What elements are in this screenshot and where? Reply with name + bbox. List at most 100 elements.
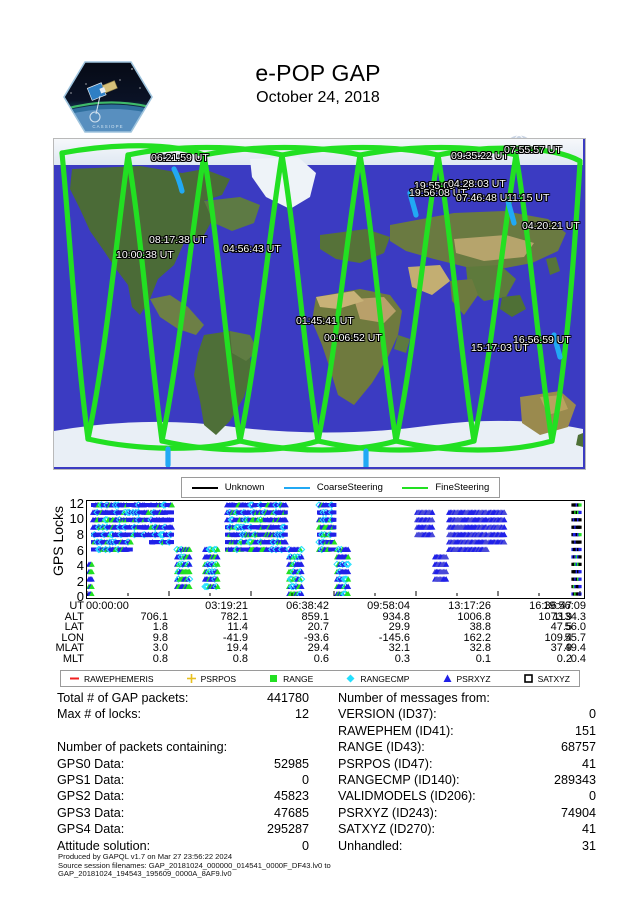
map-track-label: 11:15 UT (507, 192, 550, 204)
map-track-label: 00:06:52 UT (324, 332, 382, 344)
legend-item-rangecmp: RANGECMP (346, 674, 409, 684)
legend-label-finesteering: FineSteering (435, 482, 490, 493)
legend-label-psrxyz: PSRXYZ (456, 673, 491, 684)
map-track-label: 16:56:59 UT (513, 334, 571, 346)
stat-value: 31 (581, 838, 596, 853)
row-label-mlt: MLT (62, 652, 84, 665)
cell-alt-5: 1073.9 (538, 610, 572, 623)
map-track-label: 19:56:08 UT (409, 187, 467, 199)
y-tick-0: 0 (76, 589, 84, 604)
cell-lon-0: 9.8 (152, 631, 168, 644)
square-open-marker-icon (523, 674, 533, 683)
stat-row-validmodels: VALIDMODELS (ID206): 0 (338, 788, 596, 804)
map-track-label: 08:17:38 UT (149, 234, 207, 246)
legend-label-rawephemeris: RAWEPHEMERIS (84, 673, 154, 684)
y-tick-4: 4 (76, 558, 84, 573)
series-legend: RAWEPHEMERIS PSRPOS RANGE RANGECMP PSRXY… (60, 670, 580, 687)
scatter-canvas (87, 501, 582, 596)
stat-value: 0 (588, 707, 596, 722)
legend-label-psrpos: PSRPOS (200, 673, 237, 684)
map-track-label: 04:28:03 UT (448, 178, 506, 190)
cell-alt-3: 934.8 (382, 610, 410, 623)
footer-line-produced: Produced by GAPQL v1.7 on Mar 27 23:56:2… (58, 852, 233, 861)
legend-item-coarsesteering: CoarseSteering (283, 482, 383, 493)
row-label-lat: LAT (64, 621, 84, 634)
stat-value: 12 (294, 707, 309, 722)
stat-value: 0 (301, 838, 309, 853)
stat-value: 151 (574, 723, 596, 738)
cell-mlt-0: 0.8 (152, 652, 168, 665)
map-track-label: 09:35:22 UT (451, 150, 509, 162)
stat-row-unhandled: Unhandled: 31 (338, 838, 596, 854)
stat-value: 47685 (273, 805, 309, 820)
row-label-alt: ALT (64, 610, 84, 623)
cell-ut-6: 19:56:09 (543, 600, 586, 612)
row-label-lon: LON (61, 631, 84, 644)
stat-key: VALIDMODELS (ID206): (338, 789, 476, 804)
stat-section-header-messages: Number of messages from: (338, 691, 490, 705)
y-tick-2: 2 (76, 574, 84, 589)
stat-key: RAWEPHEM (ID41): (338, 723, 454, 738)
legend-item-rawephemeris: RAWEPHEMERIS (70, 674, 154, 684)
cell-lon-3: -145.6 (378, 631, 410, 644)
legend-label-coarsesteering: CoarseSteering (316, 482, 383, 493)
stat-key: PSRPOS (ID47): (338, 756, 433, 771)
cell-mlt-5: 0.2 (556, 652, 572, 665)
cell-ut-0: 00:00:00 (86, 600, 129, 612)
cell-mlat-3: 32.1 (388, 642, 410, 655)
y-tick-10: 10 (69, 511, 84, 526)
gps-locks-scatter-plot[interactable] (86, 500, 585, 599)
cell-ut-5: 16:36:47 (529, 600, 572, 612)
stat-value: 52985 (273, 756, 309, 771)
ephemeris-table: UT 00:00:00 03:19:21 06:38:42 09:58:04 1… (46, 601, 586, 665)
cell-mlat-0: 3.0 (152, 642, 168, 655)
page-title: e-POP GAP (255, 60, 381, 86)
map-track-label: 07:55:57 UT (504, 144, 562, 156)
cell-lon-5: 109.4 (544, 631, 572, 644)
cell-lon-6: 55.7 (564, 631, 586, 644)
world-map-panel[interactable]: 06:21:59 UT 08:17:38 UT 10:00:38 UT 04:5… (53, 138, 586, 470)
y-tick-8: 8 (76, 527, 84, 542)
cassiope-mission-badge-icon: CASSIOPE (62, 60, 154, 134)
row-label-ut: UT (69, 600, 84, 612)
cell-alt-6: 1134.3 (553, 610, 586, 623)
stat-key: GPS0 Data: (57, 756, 125, 771)
row-label-mlat: MLAT (55, 642, 84, 655)
stat-row-satxyz: SATXYZ (ID270): 41 (338, 821, 596, 837)
legend-line-coarsesteering-icon (283, 486, 310, 489)
map-track-label: 15:17:03 UT (471, 342, 529, 354)
cell-mlt-2: 0.6 (313, 652, 329, 665)
stat-value: 0 (588, 789, 596, 804)
stat-row-gps0: GPS0 Data: 52985 (57, 756, 309, 772)
cell-ut-1: 03:19:21 (205, 600, 248, 612)
legend-line-unknown-icon (191, 486, 218, 489)
legend-item-finesteering: FineSteering (402, 482, 489, 493)
cell-ut-4: 13:17:26 (448, 600, 491, 612)
stat-row-gps3: GPS3 Data: 47685 (57, 805, 309, 821)
legend-label-rangecmp: RANGECMP (360, 673, 410, 684)
cell-lat-6: 56.0 (564, 621, 586, 634)
stat-value: 74904 (560, 805, 596, 820)
stat-value: 41 (581, 756, 596, 771)
map-track-label: 01:45:41 UT (296, 315, 354, 327)
square-marker-icon (269, 674, 278, 683)
stat-row-gps4: GPS4 Data: 295287 (57, 821, 309, 837)
ephemeris-row-ut: UT 00:00:00 03:19:21 06:38:42 09:58:04 1… (46, 601, 586, 612)
legend-label-satxyz: SATXYZ (537, 673, 570, 684)
triangle-marker-icon (443, 674, 452, 683)
statistics-left-column: Total # of GAP packets: 441780 Max # of … (57, 690, 309, 854)
report-header: CASSIOPE e-POP GAP October 24, 2018 e es… (0, 52, 636, 168)
map-track-label: 19:55:03 UT (414, 180, 472, 192)
stat-row-gps1: GPS1 Data: 0 (57, 772, 309, 788)
stat-key: GPS4 Data: (57, 822, 125, 837)
stat-key: RANGE (ID43): (338, 740, 425, 755)
plus-marker-icon (186, 674, 196, 683)
statistics-panel: Total # of GAP packets: 441780 Max # of … (57, 690, 597, 853)
ephemeris-row-lon: LON 9.8 -41.9 -93.6 -145.6 162.2 109.4 5… (46, 631, 586, 644)
legend-item-satxyz: SATXYZ (523, 673, 570, 684)
map-track-label: 06:21:59 UT (151, 152, 209, 164)
stat-value: 41 (581, 822, 596, 837)
cell-alt-4: 1006.8 (457, 610, 491, 623)
stat-value: 0 (301, 772, 309, 787)
stat-key: RANGECMP (ID140): (338, 772, 460, 787)
